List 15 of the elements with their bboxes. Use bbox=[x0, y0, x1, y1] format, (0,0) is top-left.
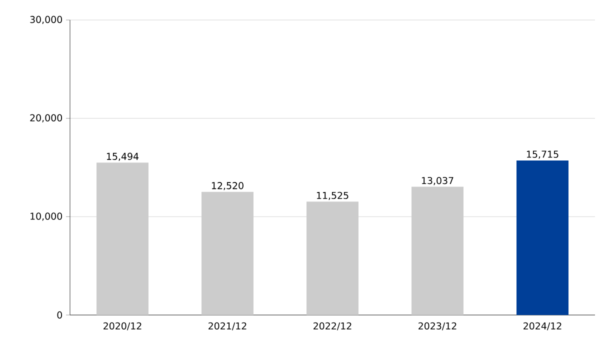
data-label: 15,494 bbox=[106, 152, 139, 161]
data-label: 13,037 bbox=[422, 176, 454, 186]
y-tick-label: 0 bbox=[57, 311, 62, 319]
bar bbox=[516, 160, 568, 315]
x-tick-label: 2020/12 bbox=[104, 322, 142, 330]
y-tick-label: 20,000 bbox=[30, 114, 62, 122]
x-tick-label: 2023/12 bbox=[418, 322, 456, 330]
x-tick-label: 2021/12 bbox=[208, 322, 246, 330]
data-label: 15,715 bbox=[526, 150, 558, 159]
x-tick-label: 2024/12 bbox=[524, 322, 562, 330]
x-tick-label: 2022/12 bbox=[314, 322, 352, 330]
data-label: 12,520 bbox=[212, 182, 244, 190]
data-label: 11,525 bbox=[316, 192, 348, 200]
y-tick-label: 30,000 bbox=[30, 16, 62, 24]
y-tick-label: 10,000 bbox=[30, 212, 62, 221]
